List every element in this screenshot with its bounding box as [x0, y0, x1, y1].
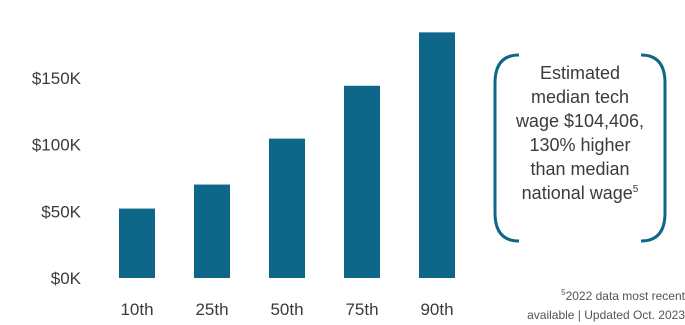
callout-line: national wage [521, 183, 633, 203]
callout-line: wage $104,406, [515, 111, 645, 131]
bar-50th [269, 138, 305, 278]
footnote-text-1: 2022 data most recent [565, 289, 685, 303]
y-tick-label: $100K [32, 136, 82, 155]
footnote-marker: 5 [561, 288, 566, 297]
x-tick-label: 25th [195, 300, 228, 319]
x-tick-label: 10th [120, 300, 153, 319]
footnote-line-1: 52022 data most recent [470, 287, 685, 306]
y-axis: $0K $50K $100K $150K [32, 69, 82, 288]
y-tick-label: $50K [41, 202, 81, 221]
bars [119, 32, 455, 278]
x-tick-label: 50th [270, 300, 303, 319]
callout-line: than median [530, 159, 630, 179]
bar-75th [344, 85, 380, 278]
x-axis: 10th 25th 50th 75th 90th [120, 300, 453, 319]
y-tick-label: $0K [51, 269, 82, 288]
bar-25th [194, 184, 230, 278]
callout-bracket [493, 53, 667, 243]
footnote: 52022 data most recent available | Updat… [470, 287, 685, 325]
bar-chart: $0K $50K $100K $150K 10th 25th 50th 75th 90th [32, 32, 455, 319]
bar-10th [119, 208, 155, 278]
bar-90th [419, 32, 455, 278]
x-tick-label: 75th [345, 300, 378, 319]
callout-line: median tech [530, 87, 630, 107]
callout-text: Estimated median tech wage $104,406, 130… [499, 61, 661, 205]
callout-line: Estimated [539, 63, 621, 83]
callout-footnote-marker: 5 [632, 184, 639, 195]
x-tick-label: 90th [420, 300, 453, 319]
callout-line: 130% higher [529, 135, 631, 155]
y-tick-label: $150K [32, 69, 82, 88]
footnote-text-2: available | Updated Oct. 2023 [527, 308, 685, 322]
callout: Estimated median tech wage $104,406, 130… [489, 53, 671, 243]
